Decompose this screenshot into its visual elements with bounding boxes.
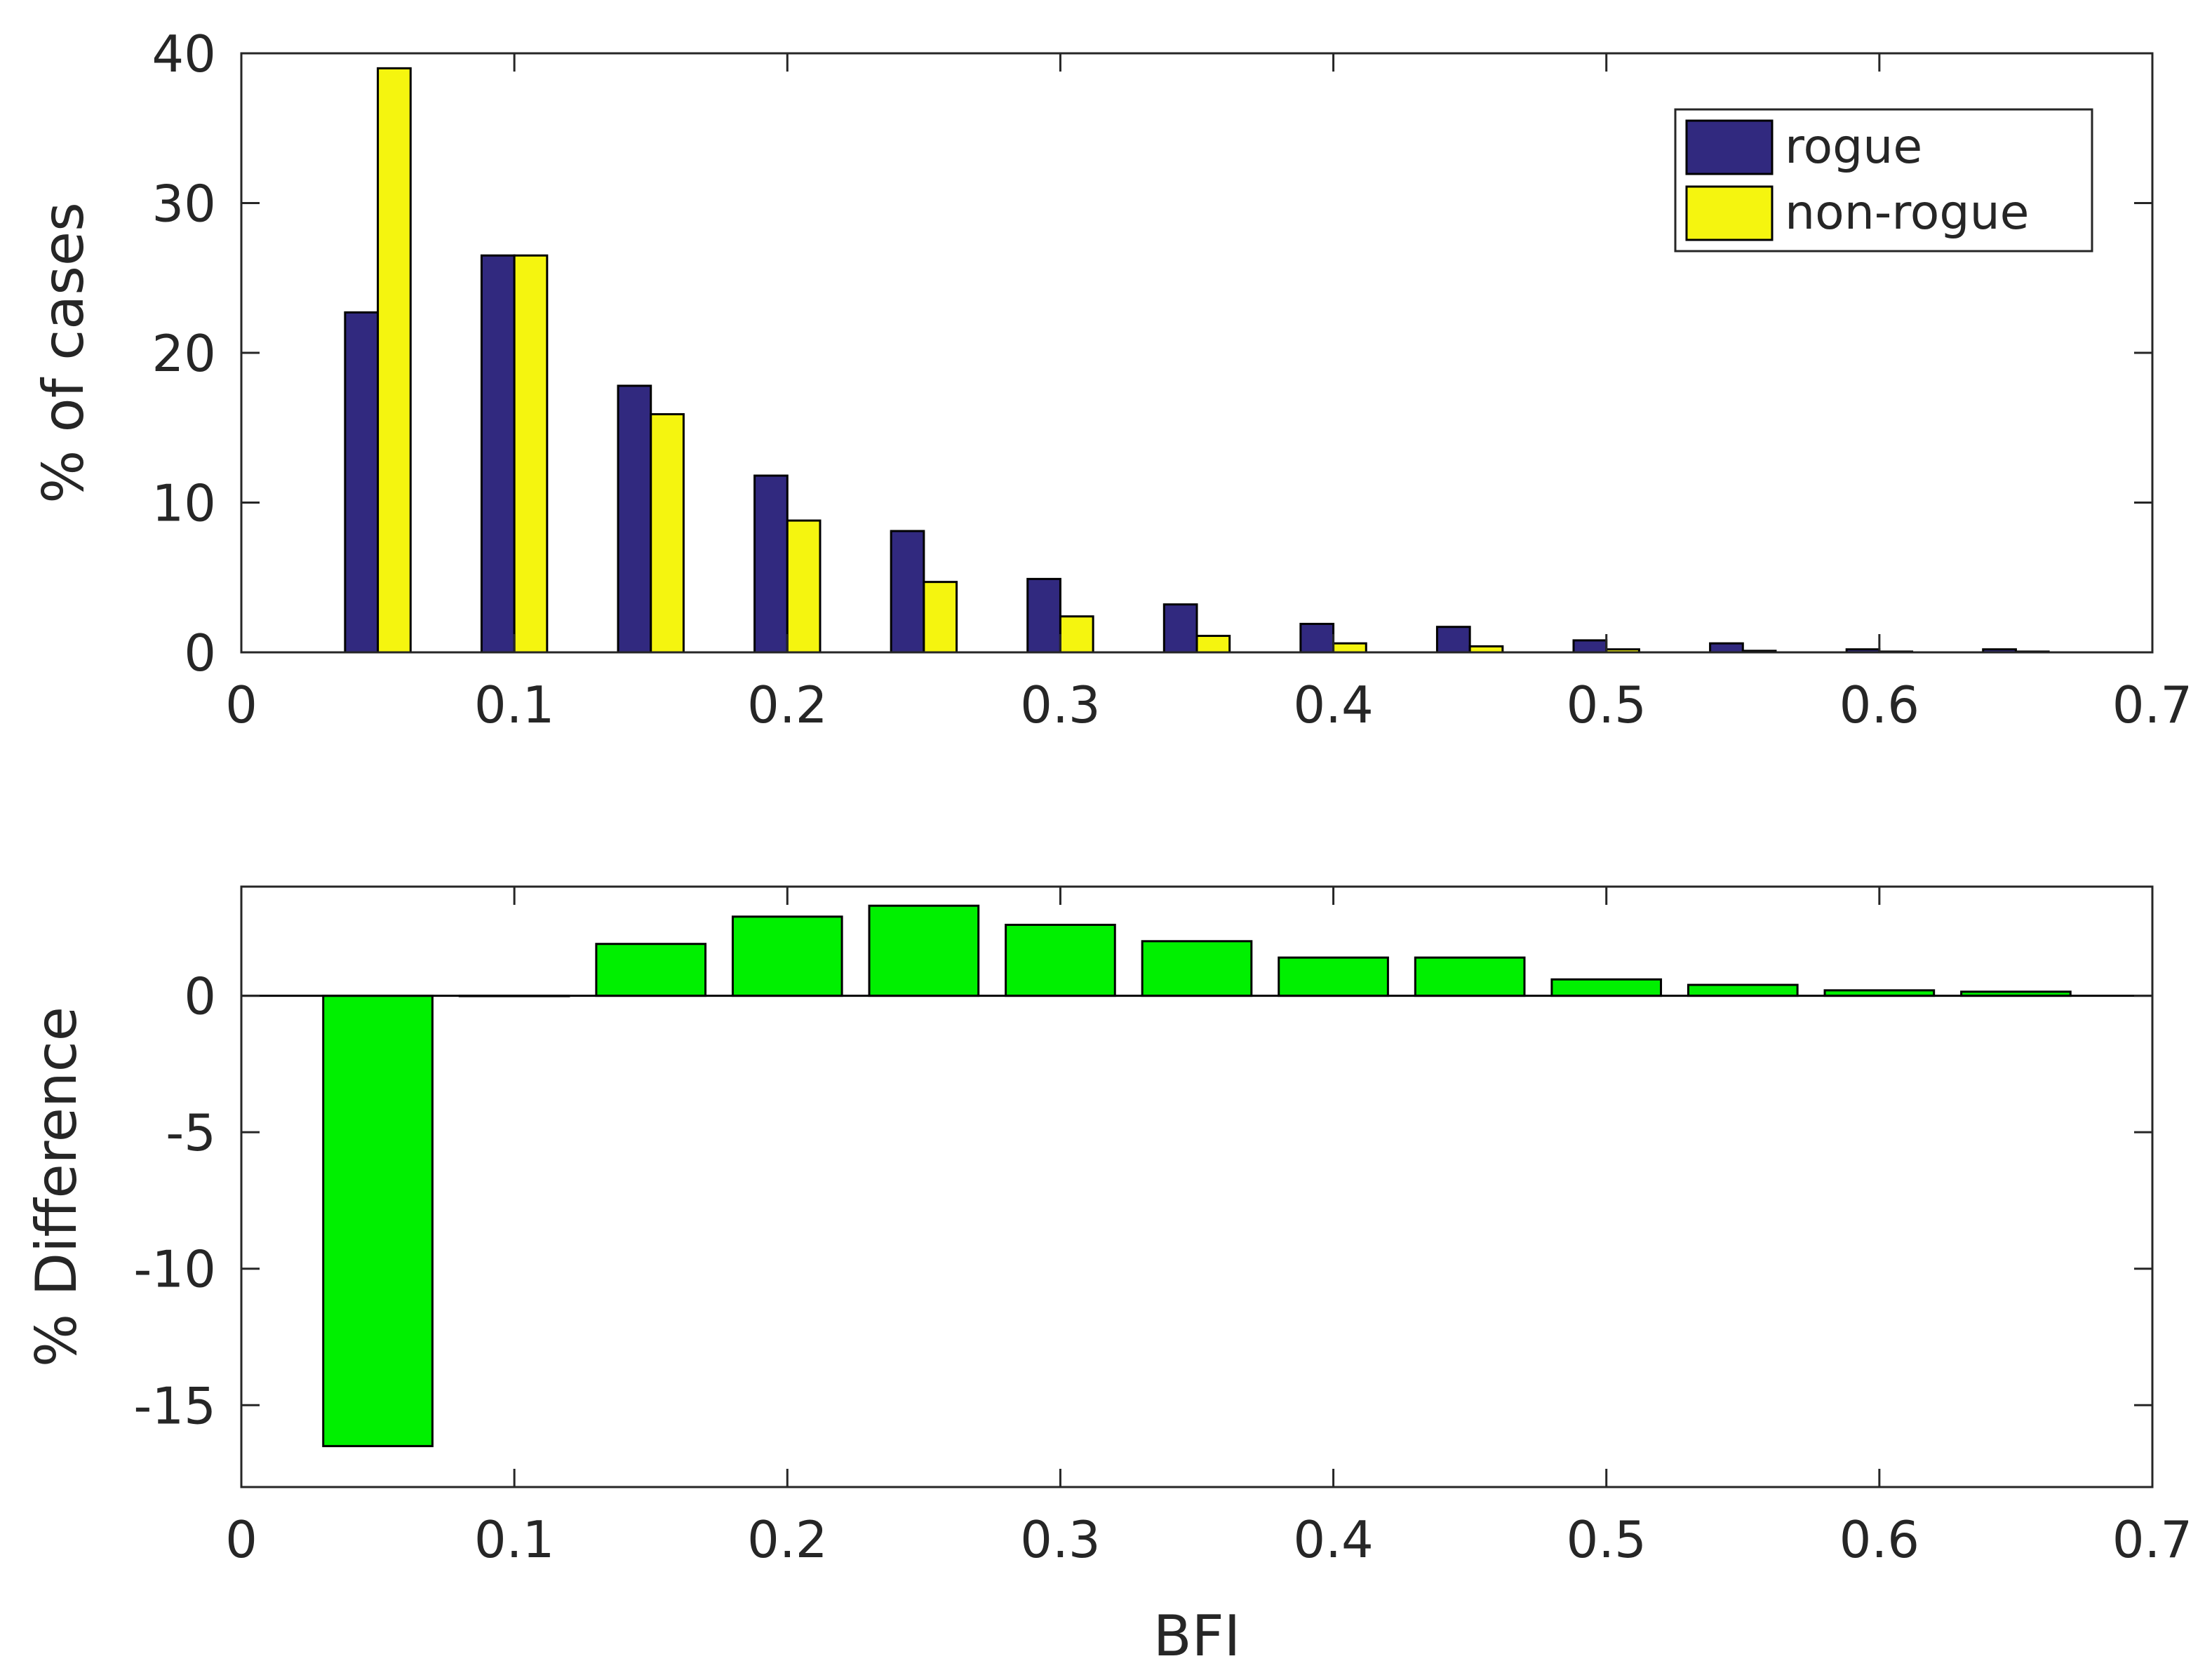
bar-rogue — [344, 311, 380, 654]
bar-non-rogue — [1332, 642, 1367, 654]
y-tick-label: -5 — [166, 1103, 216, 1162]
bar-rogue — [1572, 639, 1608, 654]
y-tick-label: 0 — [184, 967, 216, 1026]
x-tick-label: 0.7 — [2112, 675, 2193, 734]
y-tick-label: 10 — [152, 474, 216, 533]
x-tick-label: 0.6 — [1839, 675, 1920, 734]
bar-difference — [595, 943, 707, 997]
legend: rogue non-rogue — [1674, 108, 2093, 253]
bar-difference — [322, 995, 434, 1448]
bar-difference — [1687, 983, 1799, 997]
legend-label-rogue: rogue — [1785, 119, 1922, 175]
x-axis-title: BFI — [1153, 1603, 1241, 1661]
bar-difference — [731, 915, 843, 997]
bar-difference — [1005, 923, 1116, 997]
plot-frame — [240, 885, 2154, 1488]
bar-non-rogue — [786, 519, 822, 654]
x-tick-label: 0.3 — [1020, 675, 1101, 734]
bar-non-rogue — [923, 581, 958, 654]
y-axis-title: % of cases — [31, 202, 96, 504]
bar-rogue — [753, 474, 789, 654]
x-tick-label: 0.4 — [1293, 1510, 1374, 1569]
bar-difference — [1278, 956, 1389, 997]
x-tick-label: 0.3 — [1020, 1510, 1101, 1569]
y-tick-label: 40 — [152, 25, 216, 83]
y-tick-label: -15 — [133, 1376, 216, 1435]
x-tick-label: 0.1 — [474, 675, 555, 734]
x-tick-label: 0.5 — [1566, 1510, 1647, 1569]
x-tick-label: 0 — [225, 675, 257, 734]
bottom-chart: 0 0.1 0.2 0.3 0.4 0.5 0.6 0.7 -15 -10 -5 0 % Differe… — [24, 885, 2193, 1661]
bar-non-rogue — [1059, 615, 1094, 654]
bar-difference — [868, 904, 980, 997]
y-tick-label: 20 — [152, 324, 216, 383]
bar-non-rogue — [1195, 635, 1231, 654]
bar-non-rogue — [650, 413, 685, 654]
bar-difference — [1414, 956, 1526, 997]
bar-rogue — [480, 254, 516, 654]
bar-rogue — [1299, 622, 1335, 654]
bar-rogue — [1026, 577, 1061, 654]
bar-rogue — [1162, 603, 1198, 654]
x-tick-label: 0.5 — [1566, 675, 1647, 734]
bar-rogue — [617, 384, 652, 654]
bars-group — [344, 67, 2050, 654]
y-tick-label: 30 — [152, 175, 216, 234]
bar-rogue — [1435, 626, 1471, 654]
legend-swatch-non-rogue — [1685, 185, 1774, 241]
y-axis-title: % Difference — [24, 1007, 89, 1367]
legend-swatch-rogue — [1685, 119, 1774, 175]
y-tick-label: -10 — [133, 1240, 216, 1299]
x-tick-label: 0.2 — [747, 675, 828, 734]
bars-group — [322, 904, 2072, 1448]
x-tick-label: 0.2 — [747, 1510, 828, 1569]
x-tick-label: 0.4 — [1293, 675, 1374, 734]
x-tick-label: 0 — [225, 1510, 257, 1569]
bar-rogue — [1709, 642, 1744, 654]
y-tick-label: 0 — [184, 624, 216, 682]
x-tick-label: 0.1 — [474, 1510, 555, 1569]
bar-rogue — [890, 530, 925, 654]
bar-difference — [1141, 940, 1253, 997]
x-tick-label: 0.7 — [2112, 1510, 2193, 1569]
top-chart: 0 0.1 0.2 0.3 0.4 0.5 0.6 0.7 0 10 20 30 40 % of case… — [31, 25, 2192, 734]
bar-difference — [1550, 978, 1663, 997]
bar-non-rogue — [513, 254, 549, 654]
x-tick-label: 0.6 — [1839, 1510, 1920, 1569]
bar-non-rogue — [377, 67, 412, 654]
legend-label-non-rogue: non-rogue — [1785, 185, 2030, 241]
